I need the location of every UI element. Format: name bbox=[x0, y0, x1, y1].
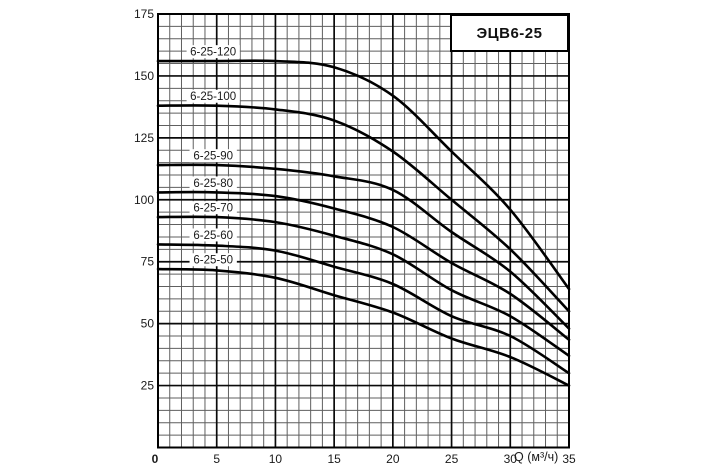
pump-curve-6-25-120 bbox=[156, 59, 571, 291]
y-tick-label: 125 bbox=[134, 131, 154, 145]
pump-curve-6-25-60 bbox=[156, 243, 571, 375]
pump-curve-6-25-90 bbox=[156, 163, 571, 330]
curve-label-6-25-50: 6-25-50 bbox=[193, 255, 233, 267]
x-tick-label: 25 bbox=[445, 452, 459, 466]
x-tick-label: 5 bbox=[213, 452, 220, 466]
y-axis-labels: 25 50 75 100 125 150 175 bbox=[134, 7, 154, 393]
curve-label-6-25-60: 6-25-60 bbox=[193, 230, 233, 242]
x-axis-unit-label: Q (м³/ч) bbox=[514, 450, 559, 464]
series-title-box: ЭЦВ6-25 bbox=[450, 14, 569, 52]
pump-curves bbox=[156, 59, 571, 387]
y-tick-label: 50 bbox=[141, 317, 155, 331]
curve-label-6-25-70: 6-25-70 bbox=[193, 203, 233, 215]
y-tick-label: 150 bbox=[134, 69, 154, 83]
curve-label-6-25-100: 6-25-100 bbox=[190, 91, 236, 103]
x-tick-label: 30 bbox=[504, 452, 518, 466]
x-tick-label: 0 bbox=[152, 452, 159, 466]
y-tick-label: 75 bbox=[141, 255, 155, 269]
x-axis-labels: 0 5 10 15 20 25 30 35 bbox=[152, 452, 576, 466]
y-tick-label: 100 bbox=[134, 193, 154, 207]
x-tick-label: 35 bbox=[562, 452, 576, 466]
series-title: ЭЦВ6-25 bbox=[476, 24, 543, 42]
curve-label-6-25-80: 6-25-80 bbox=[193, 178, 233, 190]
pump-curve-6-25-80 bbox=[156, 190, 571, 341]
x-tick-label: 10 bbox=[269, 452, 283, 466]
grid-minor bbox=[158, 14, 569, 448]
pump-curve-6-25-50 bbox=[156, 267, 571, 387]
curve-labels: 6-25-120 6-25-100 6-25-90 6-25-80 6-25-70 6-2… bbox=[186, 45, 240, 267]
pump-curve-6-25-100 bbox=[156, 104, 571, 313]
y-tick-label: 25 bbox=[141, 379, 155, 393]
x-tick-label: 20 bbox=[386, 452, 400, 466]
curve-label-6-25-90: 6-25-90 bbox=[193, 151, 233, 163]
plot-border bbox=[157, 13, 570, 449]
curve-label-6-25-120: 6-25-120 bbox=[190, 47, 236, 59]
y-tick-label: 175 bbox=[134, 7, 154, 21]
x-tick-label: 15 bbox=[327, 452, 341, 466]
pump-curve-6-25-70 bbox=[156, 215, 571, 358]
